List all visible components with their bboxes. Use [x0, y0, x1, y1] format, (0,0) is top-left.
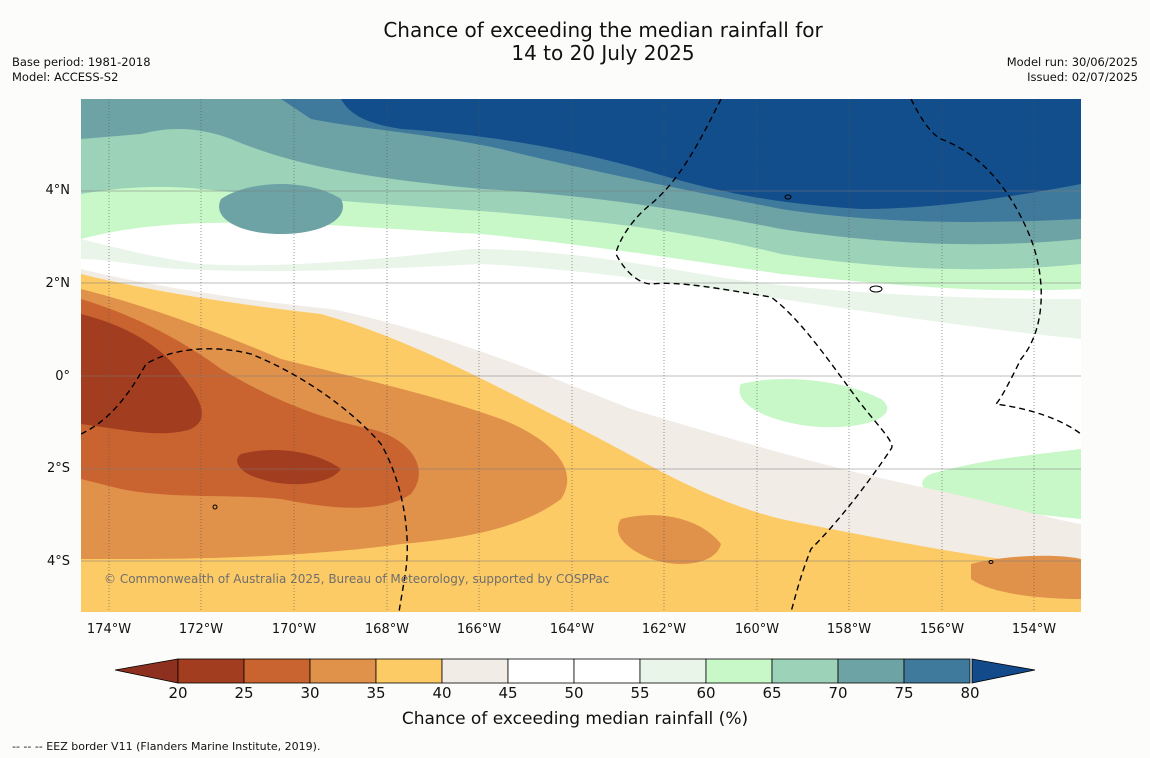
colorbar-box	[705, 658, 773, 684]
lon-label-156w: 156°W	[919, 622, 965, 637]
eez-borders	[81, 99, 1081, 612]
colorbar-tick: 35	[366, 684, 386, 702]
colorbar-box	[771, 658, 839, 684]
colorbar-box	[441, 658, 509, 684]
colorbar-box	[507, 658, 575, 684]
lat-label-4s: 4°S	[46, 554, 70, 569]
region-55-60	[81, 239, 1081, 339]
region-20-25	[81, 314, 202, 434]
title-line-1: Chance of exceeding the median rainfall …	[383, 18, 823, 42]
lon-label-162w: 162°W	[641, 622, 687, 637]
colorbar-box	[375, 658, 443, 684]
region-70-75-west-blob	[219, 184, 343, 234]
region-30-35-east	[617, 515, 721, 564]
lon-label-172w: 172°W	[178, 622, 224, 637]
region-65-70-blob	[739, 379, 888, 428]
colorbar-boxes	[177, 658, 971, 684]
colorbar-tick: 25	[234, 684, 254, 702]
map-title: Chance of exceeding the median rainfall …	[0, 19, 1150, 65]
colorbar-box	[903, 658, 971, 684]
lon-label-168w: 168°W	[364, 622, 410, 637]
islands	[212, 194, 994, 564]
colorbar-tick: 30	[300, 684, 320, 702]
rainfall-map	[81, 99, 1081, 612]
colorbar-tick: 20	[168, 684, 188, 702]
issued-date: Issued: 02/07/2025	[1027, 70, 1138, 84]
map-canvas	[81, 99, 1081, 612]
lat-label-2n: 2°N	[45, 276, 71, 291]
eez-legend-footer: -- -- -- EEZ border V11 (Flanders Marine…	[12, 740, 321, 753]
lon-label-160w: 160°W	[734, 622, 780, 637]
colorbar-tick: 65	[762, 684, 782, 702]
colorbar-box	[639, 658, 707, 684]
lon-label-170w: 170°W	[271, 622, 317, 637]
lon-label-174w: 174°W	[86, 622, 132, 637]
colorbar-box	[573, 658, 641, 684]
colorbar-tick: 55	[630, 684, 650, 702]
colorbar-box	[309, 658, 377, 684]
region-25-30	[81, 299, 419, 508]
colorbar-tick: 75	[894, 684, 914, 702]
lat-label-4n: 4°N	[45, 183, 71, 198]
colorbar-over-arrow	[971, 658, 1036, 684]
region-20-25-core	[237, 449, 341, 485]
colorbar-under-arrow	[114, 658, 179, 684]
model-name: Model: ACCESS-S2	[12, 70, 119, 84]
colorbar-tick: 40	[432, 684, 452, 702]
lon-label-158w: 158°W	[826, 622, 872, 637]
colorbar-tick: 70	[828, 684, 848, 702]
colorbar-label: Chance of exceeding median rainfall (%)	[401, 709, 749, 729]
gridlines	[81, 190, 1081, 562]
colorbar-svg	[114, 658, 1036, 684]
colorbar-box	[243, 658, 311, 684]
colorbar-tick: 80	[960, 684, 980, 702]
model-run: Model run: 30/06/2025	[1006, 55, 1138, 69]
meta-right: Model run: 30/06/2025 Issued: 02/07/2025	[1007, 55, 1138, 85]
copyright-notice: © Commonwealth of Australia 2025, Bureau…	[104, 572, 610, 586]
title-line-2: 14 to 20 July 2025	[511, 41, 695, 65]
lon-label-154w: 154°W	[1011, 622, 1057, 637]
base-period: Base period: 1981-2018	[12, 55, 151, 69]
lon-label-164w: 164°W	[549, 622, 595, 637]
lat-label-2s: 2°S	[46, 461, 70, 476]
colorbar-box	[837, 658, 905, 684]
region-80-plus	[341, 99, 1081, 209]
lon-label-166w: 166°W	[456, 622, 502, 637]
lat-label-0: 0°	[55, 369, 70, 384]
colorbar-tick: 60	[696, 684, 716, 702]
region-30-35-far-east	[971, 555, 1081, 599]
colorbar-tick: 50	[564, 684, 584, 702]
meta-left: Base period: 1981-2018 Model: ACCESS-S2	[12, 55, 151, 85]
colorbar-tick: 45	[498, 684, 518, 702]
colorbar	[114, 658, 1037, 688]
colorbar-box	[177, 658, 245, 684]
